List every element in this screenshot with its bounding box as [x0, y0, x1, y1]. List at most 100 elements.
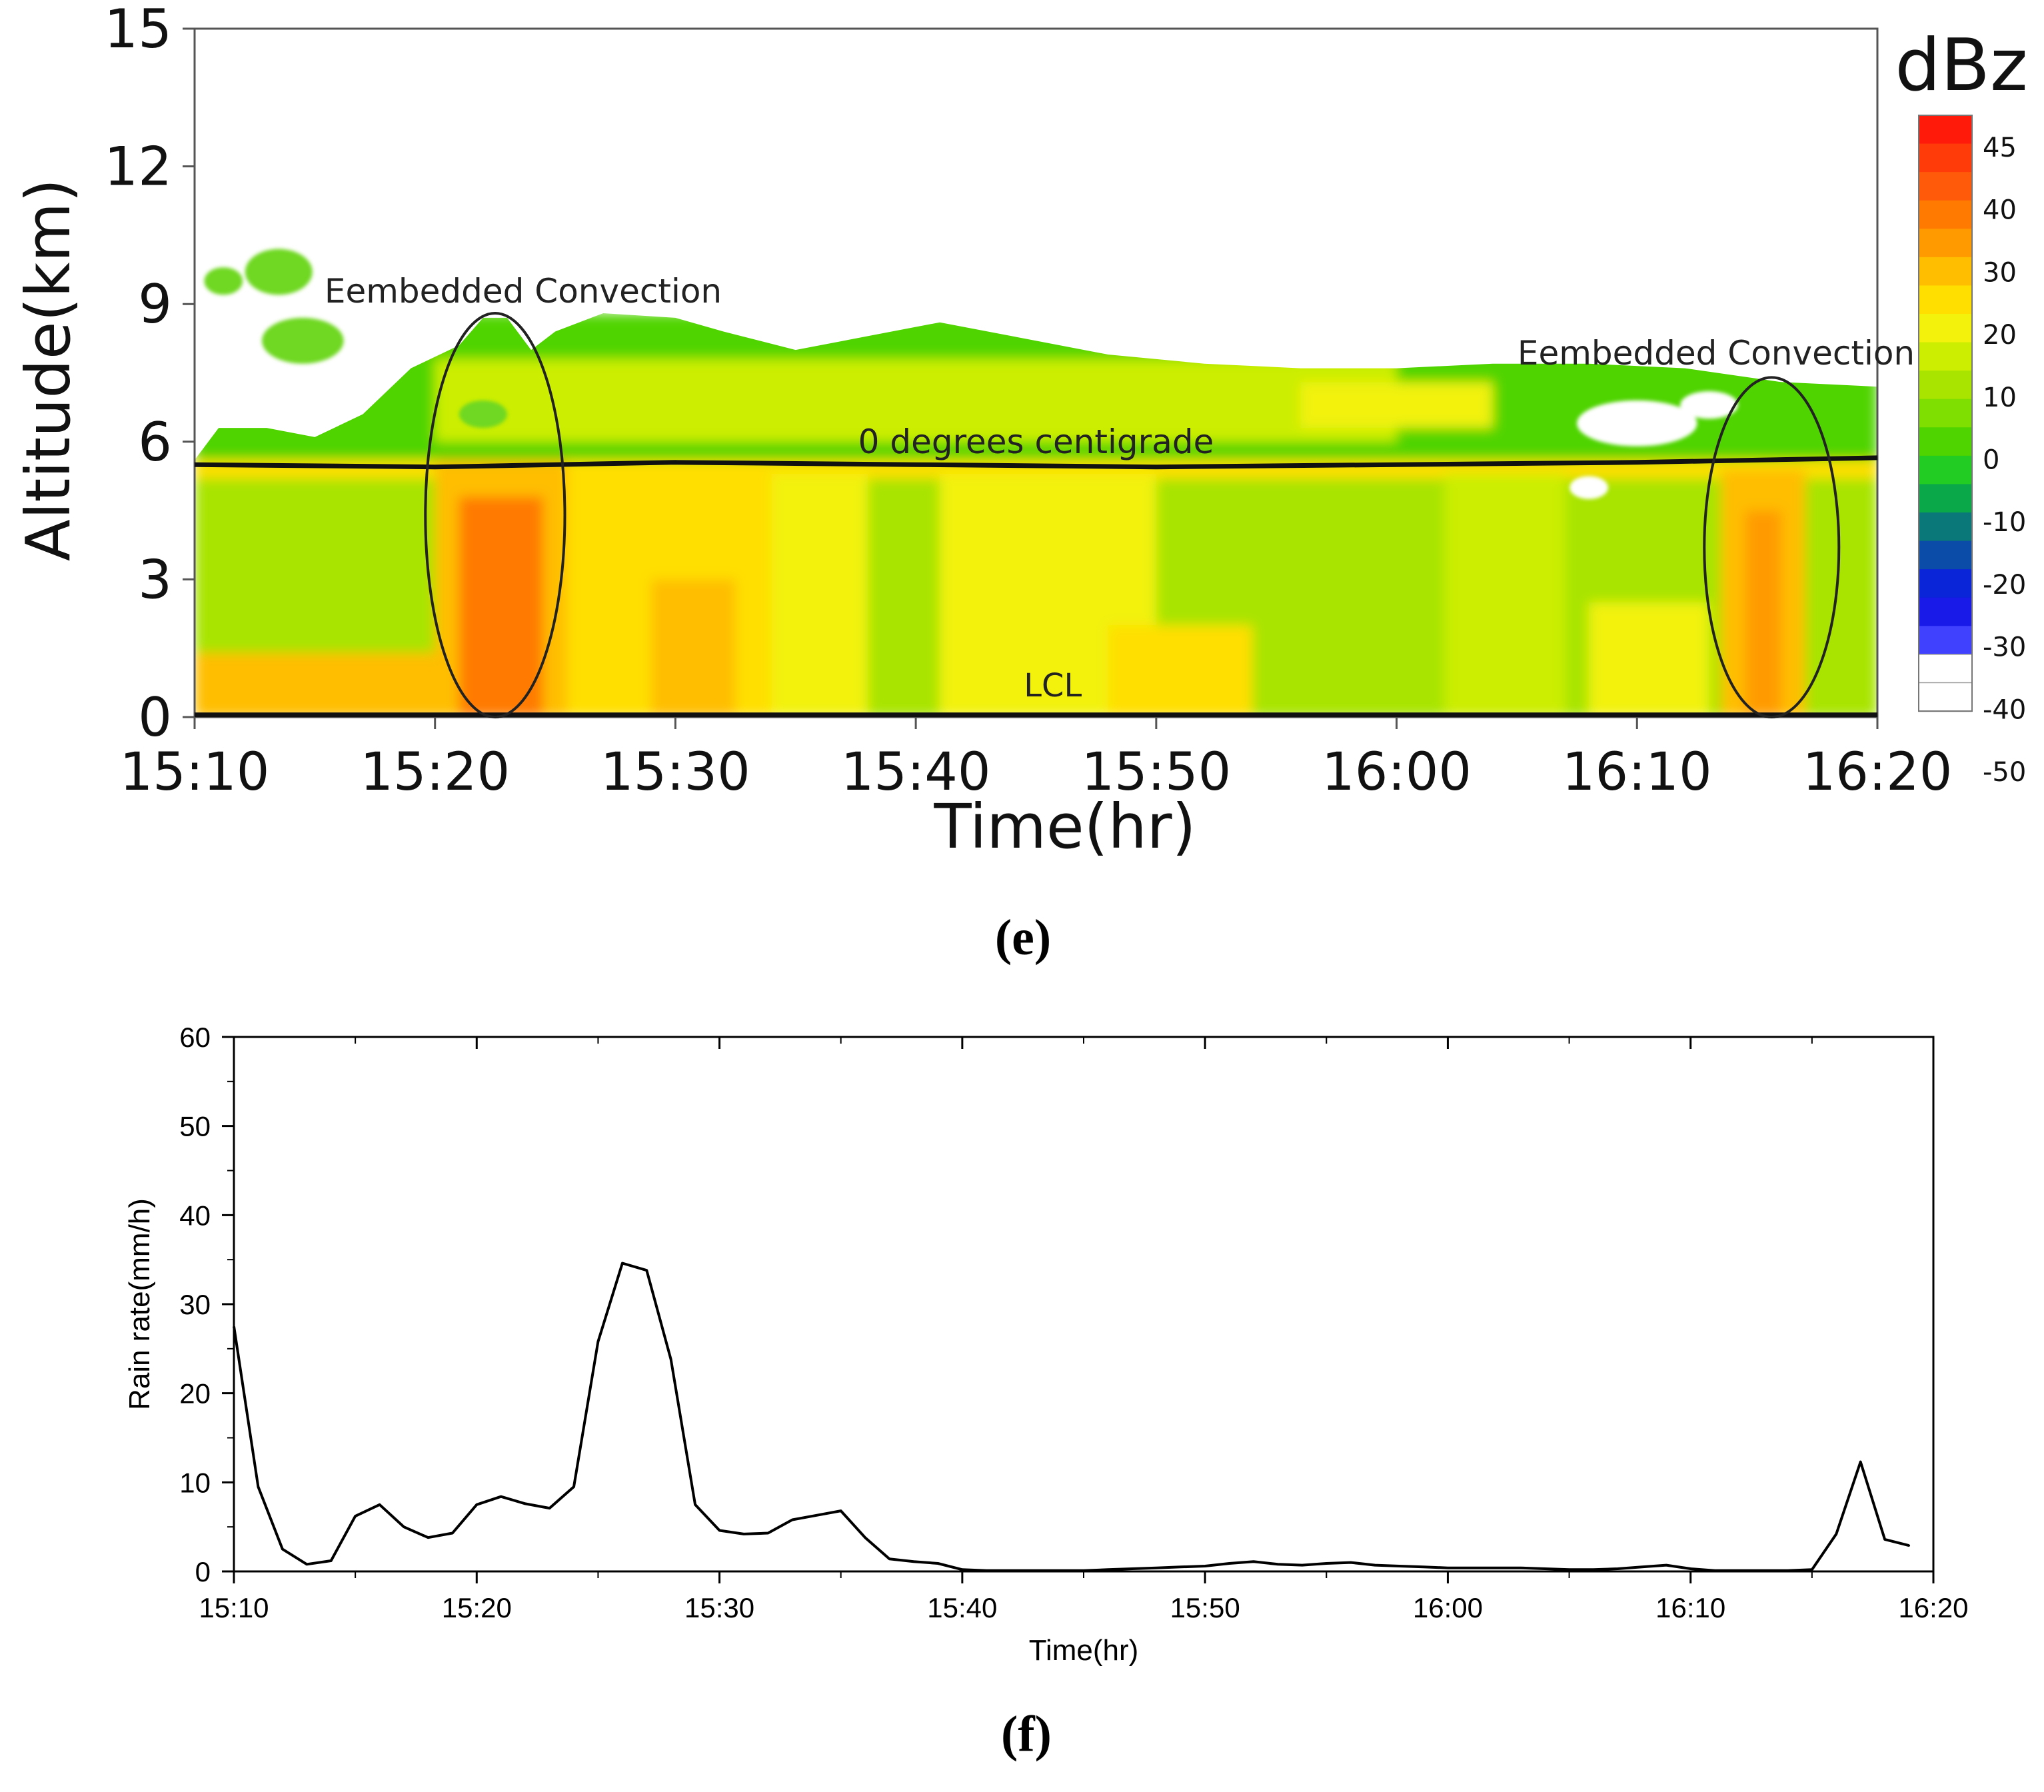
reflectivity-x-tick-label: 16:10	[1562, 742, 1712, 802]
colorbar-title: dBz	[1895, 24, 2027, 107]
rain-rate-point	[1738, 1569, 1741, 1572]
rain-rate-x-tick-label: 15:20	[442, 1592, 512, 1623]
rain-rate-point	[912, 1560, 915, 1563]
rain-rate-point	[257, 1485, 259, 1488]
rain-rate-series-line	[233, 1262, 1910, 1572]
colorbar-tick-label: -50	[1983, 757, 2026, 788]
rain-rate-point	[596, 1340, 599, 1343]
rain-rate-point	[1082, 1569, 1085, 1572]
reflectivity-cell-7	[651, 579, 736, 717]
colorbar-band	[1919, 569, 1972, 598]
reflectivity-x-tick-label: 15:40	[841, 742, 991, 802]
rain-rate-point	[961, 1568, 964, 1571]
rain-rate-point	[500, 1495, 503, 1498]
rain-rate-point	[1204, 1565, 1206, 1567]
reflectivity-x-tick-label: 15:50	[1081, 742, 1231, 802]
rain-rate-chart: 15:10 15:20 15:30 15:40 15:50 16:00 16:10 16:20…	[123, 1022, 1969, 1667]
cloud-fragment-3	[459, 400, 507, 429]
rain-rate-point	[1713, 1569, 1716, 1572]
colorbar-tick-label: 20	[1983, 320, 2017, 351]
rain-rate-y-tick-label: 60	[179, 1022, 211, 1053]
reflectivity-y-axis: 0 3 6 9 12 15	[104, 0, 195, 748]
rain-rate-point	[1228, 1562, 1231, 1565]
reflectivity-cell-14	[1745, 510, 1781, 717]
rain-rate-x-tick-label: 16:00	[1413, 1592, 1483, 1623]
rain-rate-point	[1398, 1565, 1401, 1567]
reflectivity-x-tick-label: 16:20	[1803, 742, 1953, 802]
rain-rate-point	[524, 1502, 526, 1505]
rain-rate-x-tick-label: 15:30	[684, 1592, 754, 1623]
colorbar-band	[1919, 115, 1972, 145]
colorbar-band	[1919, 399, 1972, 428]
rain-rate-point	[330, 1559, 333, 1562]
rain-rate-y-tick-label: 30	[179, 1289, 211, 1320]
colorbar-tick-label: 30	[1983, 257, 2017, 288]
rain-rate-point	[1422, 1565, 1425, 1568]
rain-rate-x-tick-label: 15:40	[927, 1592, 997, 1623]
colorbar-band	[1919, 455, 1972, 484]
reflectivity-cell-3	[195, 652, 435, 717]
freezing-level-label: 0 degrees centigrade	[858, 423, 1214, 461]
colorbar-tick-label: -10	[1983, 507, 2026, 538]
rain-rate-point	[1106, 1568, 1109, 1571]
rain-rate-point	[1520, 1567, 1522, 1569]
reflectivity-y-tick-label: 6	[138, 411, 172, 473]
rain-rate-point	[475, 1503, 478, 1506]
reflectivity-cell-16	[1300, 382, 1493, 429]
rain-rate-point	[354, 1515, 357, 1517]
reflectivity-chart: 15:10 15:20 15:30 15:40 15:50 16:00 16:10 16:20…	[13, 0, 2028, 862]
convection-ellipse-left	[424, 311, 566, 719]
rain-rate-x-tick-label: 15:10	[199, 1592, 269, 1623]
colorbar-band	[1919, 285, 1972, 315]
rain-rate-y-tick-label: 40	[179, 1200, 211, 1231]
rain-rate-point	[1350, 1561, 1352, 1564]
rain-rate-x-axis-title: Time(hr)	[1029, 1634, 1139, 1667]
rain-rate-point	[1155, 1567, 1158, 1569]
reflectivity-x-axis-title: Time(hr)	[933, 791, 1196, 862]
rain-rate-point	[1276, 1563, 1279, 1565]
clear-gap-1	[1569, 476, 1608, 499]
rain-rate-point	[1471, 1567, 1474, 1569]
rain-rate-point	[864, 1536, 866, 1539]
rain-rate-point	[985, 1569, 988, 1572]
reflectivity-y-tick-label: 12	[104, 136, 172, 198]
rain-rate-point	[840, 1509, 842, 1512]
rain-rate-point	[1131, 1567, 1134, 1570]
reflectivity-y-tick-label: 9	[138, 273, 172, 335]
colorbar-band	[1919, 512, 1972, 542]
rain-rate-point	[791, 1518, 794, 1521]
rain-rate-y-axis: 0 10 20 30 40 50 60	[179, 1022, 234, 1587]
rain-rate-point	[379, 1503, 381, 1506]
rain-rate-point	[1180, 1565, 1182, 1568]
rain-rate-point	[1859, 1461, 1862, 1463]
colorbar-band	[1919, 540, 1972, 570]
rain-rate-point	[1446, 1567, 1449, 1569]
rain-rate-y-tick-label: 10	[179, 1467, 211, 1498]
reflectivity-x-tick-label: 15:20	[360, 742, 510, 802]
colorbar-tick-label: -30	[1983, 632, 2026, 663]
colorbar-tick-label: 10	[1983, 383, 2017, 413]
rain-rate-point	[1762, 1569, 1765, 1572]
rain-rate-point	[1641, 1565, 1643, 1568]
colorbar-band	[1919, 200, 1972, 229]
colorbar-band	[1918, 654, 1973, 684]
reflectivity-cell-8	[771, 474, 868, 717]
reflectivity-y-tick-label: 15	[104, 0, 172, 60]
rain-rate-point	[815, 1514, 818, 1517]
rain-rate-point	[1543, 1567, 1546, 1570]
rain-rate-point	[1835, 1533, 1837, 1535]
colorbar-tick-label: 45	[1983, 133, 2017, 163]
reflectivity-y-tick-label: 0	[138, 686, 172, 748]
colorbar-band	[1919, 143, 1972, 173]
rain-rate-point	[1034, 1569, 1036, 1572]
rain-rate-point	[1908, 1544, 1911, 1547]
rain-rate-point	[1811, 1568, 1813, 1571]
reflectivity-cell-12	[1589, 602, 1709, 717]
colorbar-band	[1918, 682, 1973, 712]
clear-gap-2	[1680, 391, 1738, 419]
clear-gap-0	[1577, 400, 1697, 447]
rain-rate-y-tick-label: 20	[179, 1378, 211, 1409]
reflectivity-x-tick-label: 15:10	[120, 742, 270, 802]
rain-rate-point	[718, 1529, 721, 1532]
rain-rate-x-axis: 15:10 15:20 15:30 15:40 15:50 16:00 16:10 16:20	[199, 1037, 1969, 1623]
